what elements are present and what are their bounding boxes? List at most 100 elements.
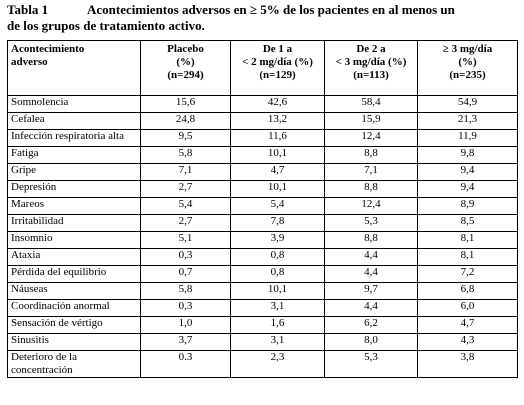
- percent-cell: 5,3: [324, 350, 418, 378]
- percent-cell: 0,7: [140, 265, 231, 283]
- percent-cell: 11,9: [417, 129, 518, 147]
- percent-cell: 42,6: [230, 95, 325, 113]
- percent-cell: 9,4: [417, 180, 518, 198]
- adverse-events-table: Acontecimiento adverso Placebo (%) (n=294) De…: [7, 40, 518, 378]
- percent-cell: 9,7: [324, 282, 418, 300]
- percent-cell: 3,7: [140, 333, 231, 351]
- table-row: Depresión 2,7 10,1 8,8 9,4: [7, 180, 518, 198]
- table-row: Gripe 7,1 4,7 7,1 9,4: [7, 163, 518, 181]
- event-name: Irritabilidad: [7, 214, 141, 232]
- percent-cell: 5,4: [140, 197, 231, 215]
- event-name: Pérdida del equilibrio: [7, 265, 141, 283]
- table-row: Sensación de vértigo 1,0 1,6 6,2 4,7: [7, 316, 518, 334]
- percent-cell: 21,3: [417, 112, 518, 130]
- percent-cell: 12,4: [324, 197, 418, 215]
- percent-cell: 8,1: [417, 248, 518, 266]
- event-name: Infección respiratoria alta: [7, 129, 141, 147]
- percent-cell: 6,0: [417, 299, 518, 317]
- table-row: Infección respiratoria alta 9,5 11,6 12,4 11…: [7, 129, 518, 147]
- percent-cell: 8,5: [417, 214, 518, 232]
- percent-cell: 2,7: [140, 180, 231, 198]
- percent-cell: 3,8: [417, 350, 518, 378]
- title-line: Acontecimientos adversos en ≥ 5% de los …: [87, 2, 455, 17]
- percent-cell: 8,8: [324, 180, 418, 198]
- table-row: Insomnio 5,1 3,9 8,8 8,1: [7, 231, 518, 249]
- percent-cell: 8,1: [417, 231, 518, 249]
- percent-cell: 7,8: [230, 214, 325, 232]
- percent-cell: 5,1: [140, 231, 231, 249]
- percent-cell: 1,6: [230, 316, 325, 334]
- header-cell: De 2 a < 3 mg/día (%) (n=113): [324, 40, 418, 96]
- percent-cell: 4,3: [417, 333, 518, 351]
- percent-cell: 10,1: [230, 146, 325, 164]
- percent-cell: 6,8: [417, 282, 518, 300]
- event-name: Cefalea: [7, 112, 141, 130]
- percent-cell: 9,8: [417, 146, 518, 164]
- header-text: ≥ 3 mg/día: [442, 43, 493, 55]
- header-text: < 3 mg/día (%): [335, 56, 407, 68]
- percent-cell: 8,9: [417, 197, 518, 215]
- header-text: (n=129): [259, 69, 296, 81]
- percent-cell: 15,9: [324, 112, 418, 130]
- header-text: (%): [458, 56, 477, 68]
- event-name: Gripe: [7, 163, 141, 181]
- percent-cell: 15,6: [140, 95, 231, 113]
- percent-cell: 24,8: [140, 112, 231, 130]
- percent-cell: 10,1: [230, 180, 325, 198]
- table-row: Irritabilidad 2,7 7,8 5,3 8,5: [7, 214, 518, 232]
- event-name: Sensación de vértigo: [7, 316, 141, 334]
- header-text: (n=235): [449, 69, 486, 81]
- table-row: Coordinación anormal 0,3 3,1 4,4 6,0: [7, 299, 518, 317]
- percent-cell: 3,1: [230, 299, 325, 317]
- table-row: Náuseas 5,8 10,1 9,7 6,8: [7, 282, 518, 300]
- table-row: Pérdida del equilibrio 0,7 0,8 4,4 7,2: [7, 265, 518, 283]
- percent-cell: 0,8: [230, 265, 325, 283]
- header-text: (n=113): [353, 69, 389, 81]
- percent-cell: 0,3: [140, 248, 231, 266]
- percent-cell: 2,3: [230, 350, 325, 378]
- table-row: Cefalea 24,8 13,2 15,9 21,3: [7, 112, 518, 130]
- event-name: Sinusitis: [7, 333, 141, 351]
- table-row: Ataxia 0,3 0,8 4,4 8,1: [7, 248, 518, 266]
- table-title: Tabla 1 Acontecimientos adversos en ≥ 5% …: [7, 2, 524, 34]
- percent-cell: 4,7: [230, 163, 325, 181]
- title-line: de los grupos de tratamiento activo.: [7, 18, 205, 33]
- event-name: Depresión: [7, 180, 141, 198]
- percent-cell: 7,1: [324, 163, 418, 181]
- table-label: Tabla 1: [7, 2, 49, 17]
- header-cell: Acontecimiento adverso: [7, 40, 141, 96]
- header-text: Placebo: [167, 43, 204, 55]
- event-name: Somnolencia: [7, 95, 141, 113]
- percent-cell: 10,1: [230, 282, 325, 300]
- percent-cell: 0.3: [140, 350, 231, 378]
- percent-cell: 3,1: [230, 333, 325, 351]
- percent-cell: 5,3: [324, 214, 418, 232]
- event-name: Insomnio: [7, 231, 141, 249]
- percent-cell: 5,8: [140, 146, 231, 164]
- header-text: (%): [176, 56, 195, 68]
- percent-cell: 5,4: [230, 197, 325, 215]
- header-cell: ≥ 3 mg/día (%) (n=235): [417, 40, 518, 96]
- percent-cell: 1,0: [140, 316, 231, 334]
- percent-cell: 5,8: [140, 282, 231, 300]
- percent-cell: 4,4: [324, 299, 418, 317]
- percent-cell: 4,7: [417, 316, 518, 334]
- header-text: (n=294): [167, 69, 204, 81]
- percent-cell: 9,5: [140, 129, 231, 147]
- percent-cell: 0,8: [230, 248, 325, 266]
- header-row: Acontecimiento adverso Placebo (%) (n=294) De…: [7, 40, 518, 96]
- percent-cell: 8,8: [324, 231, 418, 249]
- percent-cell: 7,2: [417, 265, 518, 283]
- percent-cell: 13,2: [230, 112, 325, 130]
- percent-cell: 9,4: [417, 163, 518, 181]
- percent-cell: 8,8: [324, 146, 418, 164]
- table-row: Deterioro de la concentración 0.3 2,3 5,3 3,…: [7, 350, 518, 378]
- percent-cell: 7,1: [140, 163, 231, 181]
- percent-cell: 8,0: [324, 333, 418, 351]
- table-row: Fatiga 5,8 10,1 8,8 9,8: [7, 146, 518, 164]
- header-text: De 2 a: [356, 43, 386, 55]
- percent-cell: 4,4: [324, 248, 418, 266]
- header-text: adverso: [11, 56, 48, 68]
- event-name: Ataxia: [7, 248, 141, 266]
